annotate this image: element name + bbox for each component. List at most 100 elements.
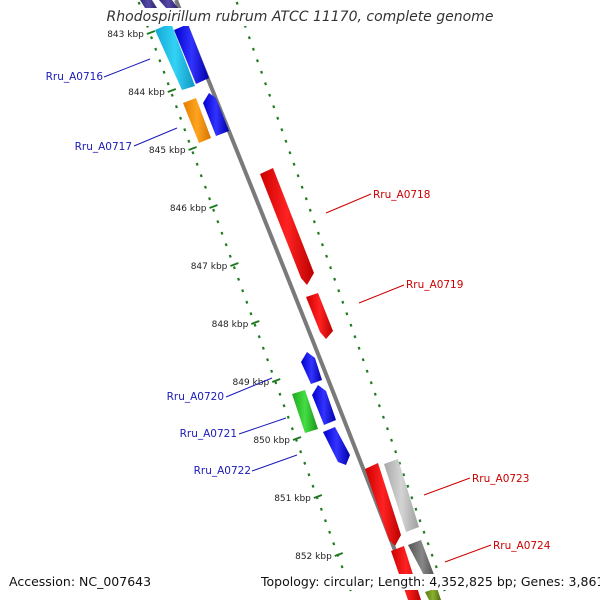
scale-dot bbox=[353, 335, 357, 339]
scale-dot bbox=[158, 59, 162, 63]
scale-dot bbox=[406, 484, 410, 488]
scale-dot bbox=[386, 427, 389, 431]
scale-dot bbox=[323, 519, 327, 523]
scale-dot bbox=[228, 254, 232, 258]
scale-dot bbox=[422, 530, 426, 534]
scale-dot bbox=[398, 461, 402, 465]
scale-major-tick bbox=[209, 204, 218, 209]
scale-dot bbox=[434, 565, 438, 569]
scale-dot bbox=[337, 289, 341, 293]
scale-dot bbox=[320, 243, 324, 247]
scale-dot bbox=[311, 484, 315, 488]
scale-major-tick bbox=[313, 494, 323, 499]
scale-dot bbox=[365, 369, 369, 373]
scale-dot bbox=[270, 369, 274, 373]
scale-dot bbox=[266, 358, 270, 362]
gene-label-rru-a0719[interactable]: Rru_A0719 bbox=[406, 279, 463, 291]
gene-label-rru-a0723[interactable]: Rru_A0723 bbox=[472, 473, 529, 485]
scale-dot bbox=[300, 185, 304, 189]
tick-track-inner bbox=[137, 1, 352, 592]
gene-label-rru-a0721[interactable]: Rru_A0721 bbox=[180, 428, 237, 440]
gene-arrow-rru-a0719[interactable] bbox=[306, 293, 333, 339]
scale-dot bbox=[220, 231, 224, 235]
gene-label-rru-a0724[interactable]: Rru_A0724 bbox=[493, 540, 551, 552]
scale-dot bbox=[328, 530, 332, 534]
scale-dot bbox=[150, 36, 154, 40]
gene-arrow-rru-a0722[interactable] bbox=[323, 427, 350, 465]
scale-dot bbox=[257, 335, 261, 339]
scale-tick-label: 843 kbp bbox=[107, 30, 144, 40]
scale-dot bbox=[390, 438, 394, 442]
genome-backbone bbox=[174, 0, 416, 600]
gene-arrow-navy[interactable] bbox=[140, 0, 157, 8]
scale-dot bbox=[212, 208, 216, 212]
scale-dot bbox=[418, 519, 422, 523]
scale-major-tick bbox=[334, 552, 344, 557]
scale-dot bbox=[187, 139, 191, 143]
scale-dot bbox=[232, 266, 236, 270]
scale-dot bbox=[381, 415, 385, 419]
scale-dot bbox=[195, 162, 199, 166]
gene-arrow-rru-a0724-highlight[interactable] bbox=[408, 540, 436, 583]
gene-label-rru-a0717[interactable]: Rru_A0717 bbox=[75, 141, 132, 153]
scale-dot bbox=[253, 323, 257, 327]
scale-dot bbox=[216, 220, 220, 224]
scale-dot bbox=[280, 128, 284, 132]
scale-dot bbox=[286, 415, 290, 419]
gene-arrow-rru-a0718[interactable] bbox=[260, 168, 314, 285]
scale-dot bbox=[174, 105, 178, 109]
gene-arrow-rru-a0720[interactable] bbox=[301, 352, 322, 384]
scale-dot bbox=[199, 174, 203, 178]
scale-dot bbox=[430, 553, 434, 557]
gene-arrow-rru-a0716-highlight[interactable] bbox=[155, 23, 195, 90]
scale-tick-label: 844 kbp bbox=[128, 88, 165, 98]
scale-dot bbox=[282, 404, 286, 408]
scale-major-tick bbox=[167, 88, 177, 93]
scale-tick-label: 849 kbp bbox=[233, 378, 270, 388]
gene-label-rru-a0718[interactable]: Rru_A0718 bbox=[373, 189, 430, 201]
scale-tick-label: 846 kbp bbox=[170, 204, 207, 214]
scale-major-tick bbox=[146, 30, 156, 35]
scale-dot bbox=[245, 300, 249, 304]
gene-label-rru-a0716[interactable]: Rru_A0716 bbox=[46, 71, 104, 83]
scale-dot bbox=[241, 289, 245, 293]
label-leaders bbox=[103, 58, 492, 563]
scale-dot bbox=[319, 507, 323, 511]
gene-labels: Rru_A0716 Rru_A0717 Rru_A0718 Rru_A0719 … bbox=[46, 71, 551, 552]
topology-text: Topology: circular; Length: 4,352,825 bp… bbox=[261, 574, 600, 590]
scale-major-tick bbox=[271, 378, 281, 383]
tick-labels: 843 kbp 844 kbp 845 kbp 846 kbp 847 kbp 848 k… bbox=[107, 30, 344, 562]
scale-major-tick bbox=[230, 262, 239, 267]
gene-label-rru-a0720[interactable]: Rru_A0720 bbox=[167, 391, 224, 403]
scale-dot bbox=[162, 70, 166, 74]
gene-label-rru-a0722[interactable]: Rru_A0722 bbox=[194, 465, 251, 477]
scale-dot bbox=[426, 542, 430, 546]
scale-major-tick bbox=[250, 320, 260, 325]
scale-dot bbox=[325, 254, 329, 258]
scale-dot bbox=[299, 450, 303, 454]
scale-dot bbox=[264, 82, 268, 86]
scale-major-tick bbox=[188, 146, 197, 151]
scale-dot bbox=[308, 208, 312, 212]
scale-dot bbox=[292, 162, 296, 166]
scale-dot bbox=[247, 36, 251, 40]
gene-arrow-rru-a0717-highlight[interactable] bbox=[183, 98, 211, 143]
scale-dot bbox=[341, 300, 345, 304]
gene-arrow-olive[interactable] bbox=[425, 588, 441, 600]
scale-dot bbox=[312, 220, 316, 224]
scale-dot bbox=[249, 312, 253, 316]
gene-arrow-rru-a0721-highlight[interactable] bbox=[292, 390, 318, 433]
gene-arrow-rru-a0716[interactable] bbox=[174, 24, 209, 84]
scale-tick-label: 845 kbp bbox=[149, 146, 186, 156]
gene-features bbox=[140, 0, 441, 600]
scale-dot bbox=[288, 151, 292, 155]
scale-dot bbox=[349, 323, 353, 327]
gene-arrow-rru-a0723[interactable] bbox=[365, 463, 401, 546]
scale-dot bbox=[154, 47, 158, 51]
gene-arrow-navy[interactable] bbox=[159, 0, 178, 8]
gene-arrow-rru-a0721[interactable] bbox=[312, 385, 336, 425]
gene-arrow-rru-a0723-highlight[interactable] bbox=[384, 459, 419, 532]
scale-dot bbox=[369, 381, 373, 385]
gene-arrow-rru-a0717[interactable] bbox=[203, 93, 229, 136]
